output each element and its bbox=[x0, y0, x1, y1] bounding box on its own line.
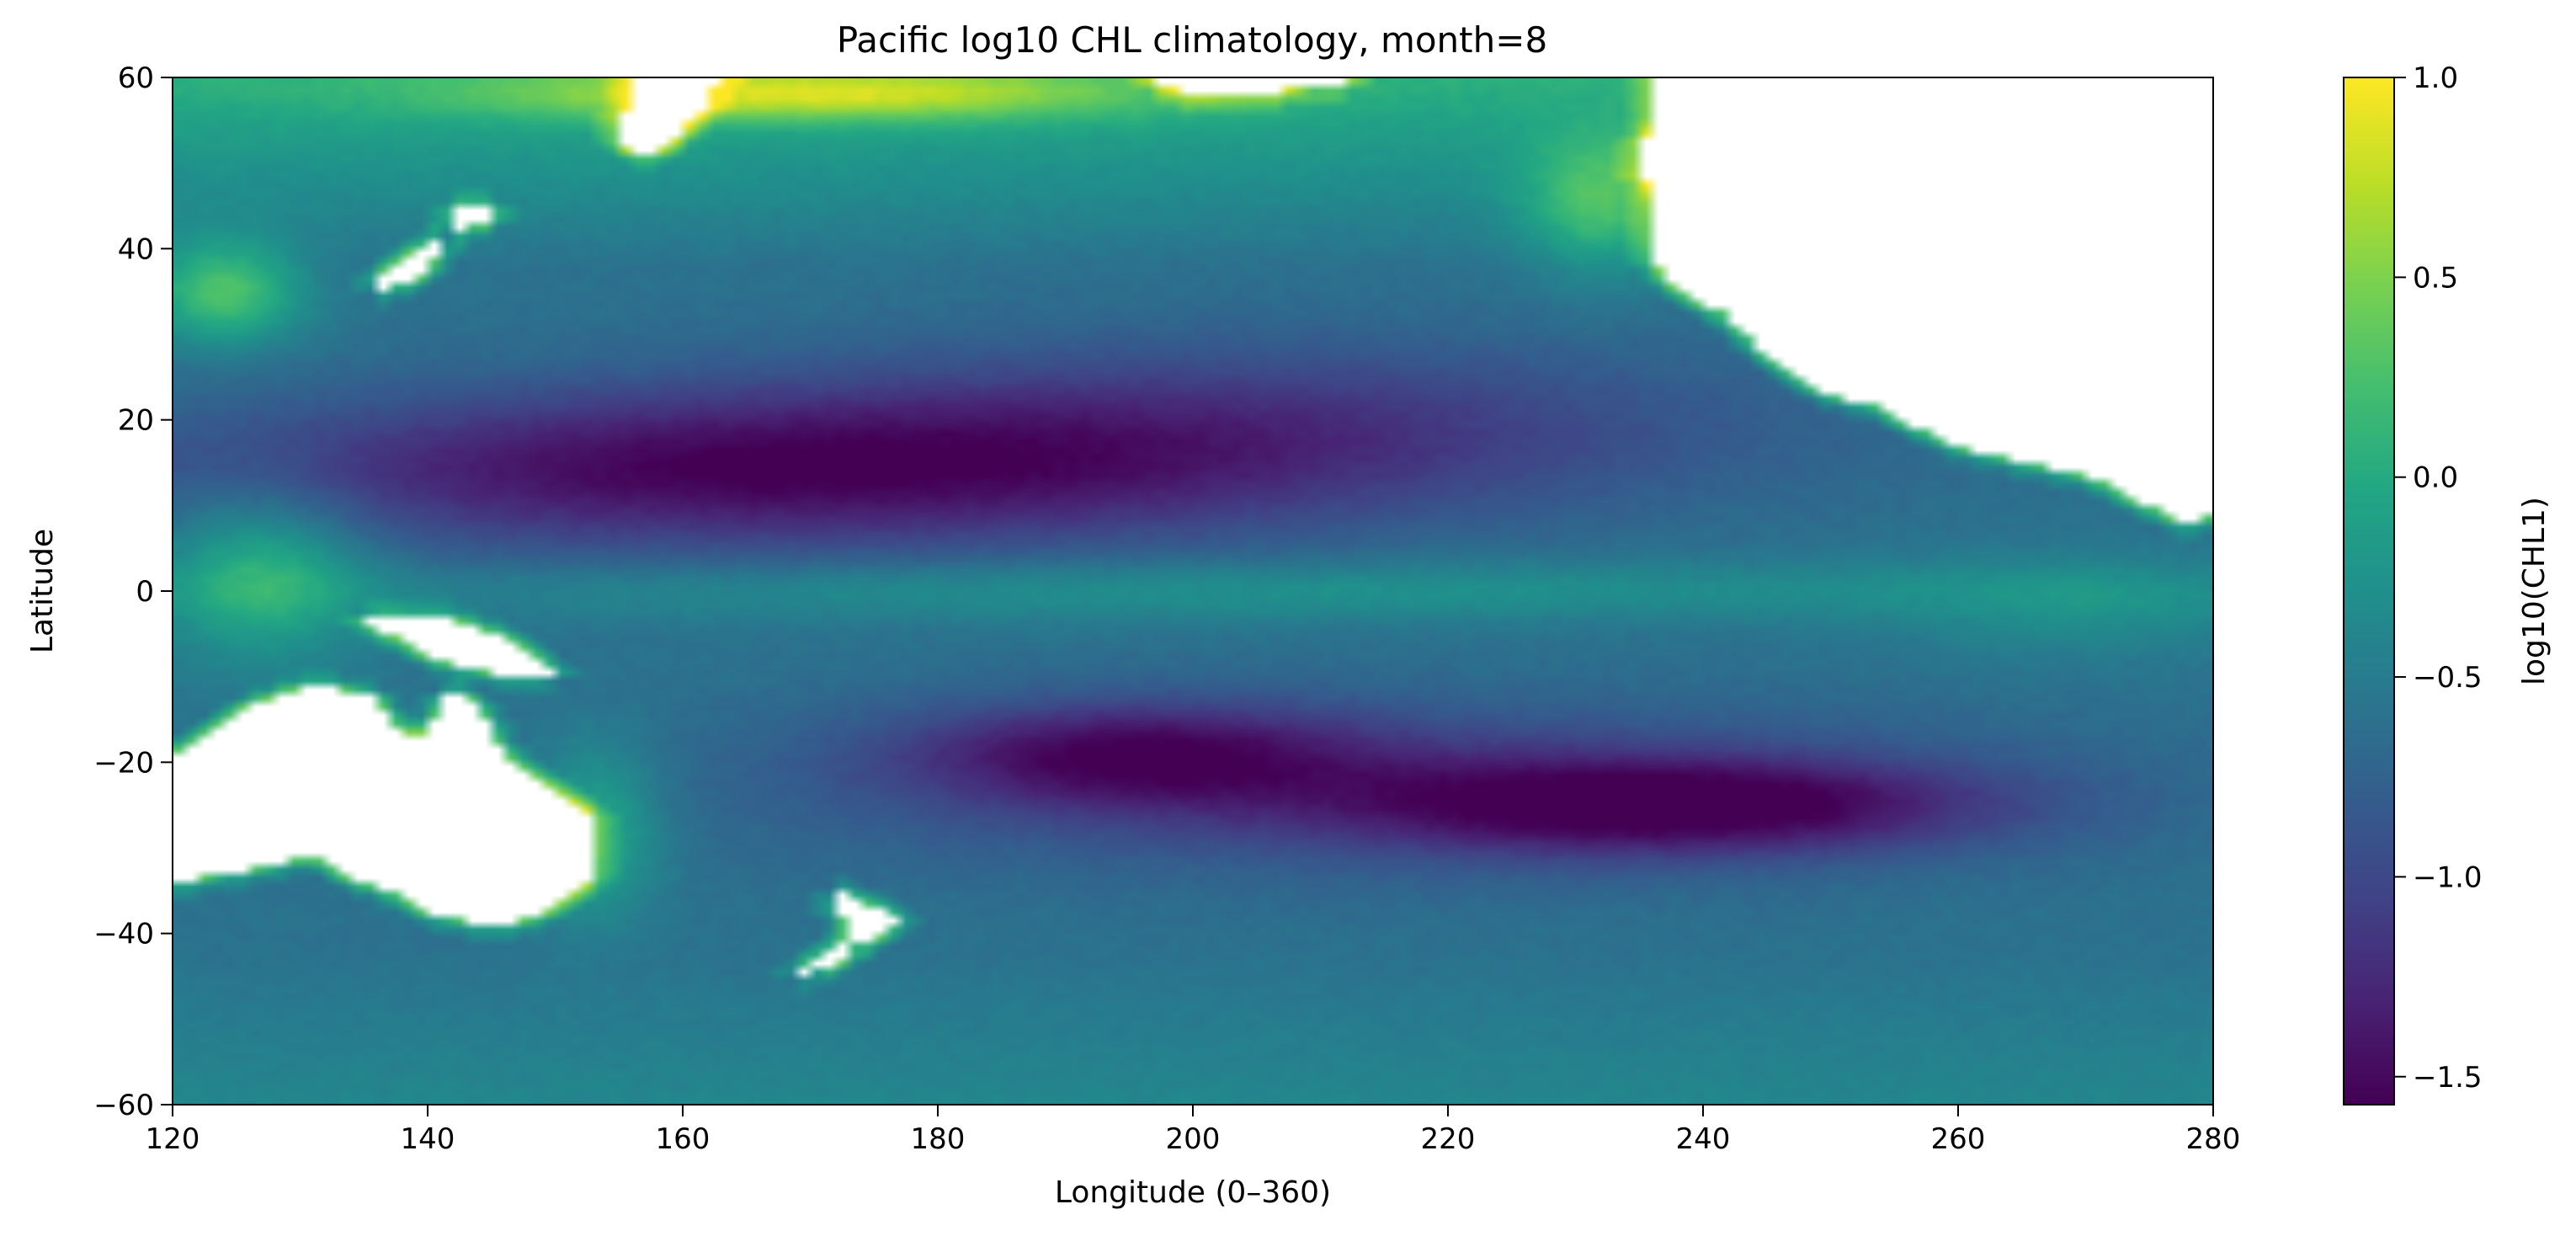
x-axis-label: Longitude (0–360) bbox=[1055, 1175, 1331, 1210]
chart-title: Pacific log10 CHL climatology, month=8 bbox=[837, 19, 1547, 61]
x-tick-label: 120 bbox=[146, 1122, 200, 1156]
colorbar-tick-label: −1.5 bbox=[2413, 1061, 2483, 1095]
colorbar-gradient bbox=[2344, 77, 2394, 1105]
x-tick-label: 140 bbox=[401, 1122, 455, 1156]
y-tick-label: 20 bbox=[118, 404, 154, 438]
y-tick-label: −40 bbox=[93, 918, 154, 951]
x-tick-label: 280 bbox=[2186, 1122, 2241, 1156]
colorbar-frame bbox=[2343, 77, 2395, 1105]
y-tick-label: 60 bbox=[118, 61, 154, 95]
x-tick-label: 240 bbox=[1676, 1122, 1731, 1156]
colorbar-tick-label: −1.0 bbox=[2413, 860, 2483, 894]
colorbar-tick-label: 0.0 bbox=[2413, 461, 2458, 495]
x-tick-label: 180 bbox=[911, 1122, 966, 1156]
y-tick-label: 0 bbox=[136, 575, 154, 609]
y-axis: −60 −40 −20 0 20 40 60 bbox=[93, 61, 173, 1122]
x-axis: 120 140 160 180 200 220 240 260 280 bbox=[146, 1105, 2241, 1156]
colorbar-ticks: 1.0 0.5 0.0 −0.5 −1.0 −1.5 bbox=[2394, 61, 2483, 1095]
chlorophyll-heatmap bbox=[173, 77, 2213, 1105]
y-axis-label: Latitude bbox=[25, 529, 60, 653]
colorbar-tick-label: 1.0 bbox=[2413, 61, 2458, 95]
y-tick-label: 40 bbox=[118, 232, 154, 266]
heatmap-area bbox=[173, 77, 2213, 1105]
colorbar-label: log10(CHL1) bbox=[2517, 497, 2552, 685]
colorbar-tick-label: −0.5 bbox=[2413, 661, 2483, 695]
x-tick-label: 220 bbox=[1421, 1122, 1476, 1156]
x-tick-label: 260 bbox=[1931, 1122, 1986, 1156]
x-tick-label: 200 bbox=[1166, 1122, 1221, 1156]
colorbar: 1.0 0.5 0.0 −0.5 −1.0 −1.5 log10(CHL1) bbox=[2343, 61, 2552, 1105]
x-tick-label: 160 bbox=[656, 1122, 711, 1156]
colorbar-tick-label: 0.5 bbox=[2413, 261, 2458, 295]
y-tick-label: −20 bbox=[93, 746, 154, 780]
y-tick-label: −60 bbox=[93, 1089, 154, 1122]
